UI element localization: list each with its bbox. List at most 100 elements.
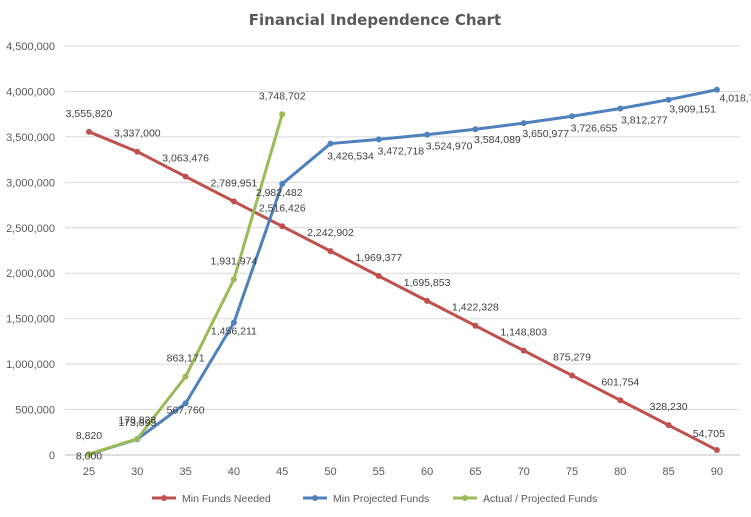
- x-tick-label: 55: [373, 466, 385, 478]
- data-label: 3,426,534: [327, 151, 374, 163]
- data-label: 3,650,977: [522, 128, 569, 140]
- x-tick-label: 75: [566, 466, 578, 478]
- data-label: 863,171: [167, 353, 205, 365]
- x-tick-label: 25: [83, 466, 95, 478]
- legend-label: Actual / Projected Funds: [483, 493, 597, 505]
- data-point: [617, 105, 624, 112]
- x-tick-label: 90: [711, 466, 723, 478]
- data-label: 1,695,853: [404, 277, 451, 289]
- data-point: [182, 373, 189, 380]
- series-lines: [86, 86, 720, 458]
- x-tick-label: 45: [276, 466, 288, 478]
- data-point: [182, 173, 189, 180]
- legend-label: Min Funds Needed: [182, 493, 271, 505]
- x-tick-label: 85: [662, 466, 674, 478]
- data-point: [327, 140, 334, 147]
- y-tick-label: 3,000,000: [6, 177, 55, 189]
- data-label: 2,982,482: [256, 187, 303, 199]
- data-label: 3,584,089: [474, 134, 521, 146]
- data-point: [520, 347, 527, 354]
- legend-item-actual-projected-funds: Actual / Projected Funds: [453, 493, 597, 505]
- data-point: [230, 276, 237, 283]
- data-point: [713, 447, 720, 454]
- legend-item-min-funds-needed: Min Funds Needed: [152, 493, 271, 505]
- data-point: [520, 120, 527, 127]
- data-point: [279, 223, 286, 230]
- data-point: [375, 136, 382, 143]
- legend-swatch-marker: [312, 495, 318, 501]
- x-tick-label: 70: [518, 466, 530, 478]
- data-label: 1,969,377: [355, 252, 402, 264]
- data-point: [134, 148, 141, 155]
- legend-swatch-marker: [462, 495, 468, 501]
- data-label: 3,524,970: [426, 141, 473, 153]
- data-label: 54,705: [693, 428, 725, 440]
- data-label: 3,726,655: [571, 122, 618, 134]
- data-label: 875,279: [553, 351, 591, 363]
- series-actual-projected-funds: [86, 111, 286, 458]
- y-axis-tick-labels: 0 500,000 1,000,000 1,500,000 2,000,000 2,500…: [6, 41, 55, 462]
- data-label: 3,555,820: [66, 108, 113, 120]
- data-point: [665, 96, 672, 103]
- data-point: [424, 131, 431, 138]
- data-point: [86, 128, 92, 135]
- legend-item-min-projected-funds: Min Projected Funds: [303, 493, 429, 505]
- y-tick-label: 3,500,000: [6, 132, 55, 144]
- data-point: [713, 86, 720, 93]
- data-point: [279, 111, 286, 118]
- x-tick-label: 65: [469, 466, 481, 478]
- data-label: 178,823: [118, 415, 156, 427]
- data-label: 8,820: [76, 430, 102, 442]
- y-tick-label: 1,500,000: [6, 314, 55, 326]
- data-label: 601,754: [601, 376, 639, 388]
- data-point: [134, 435, 141, 442]
- data-label: 2,516,426: [259, 202, 306, 214]
- x-tick-label: 60: [421, 466, 433, 478]
- y-tick-label: 2,000,000: [6, 268, 55, 280]
- data-point: [617, 397, 624, 404]
- data-label: 3,063,476: [162, 153, 209, 165]
- y-tick-label: 0: [49, 450, 55, 462]
- series-min-funds-needed: [86, 128, 720, 454]
- y-tick-label: 2,500,000: [6, 223, 55, 235]
- x-tick-label: 40: [228, 466, 240, 478]
- data-point: [182, 400, 189, 407]
- data-point: [230, 319, 237, 326]
- data-point: [86, 451, 92, 458]
- x-tick-label: 30: [131, 466, 143, 478]
- data-point: [375, 273, 382, 280]
- chart-title: Financial Independence Chart: [249, 11, 501, 29]
- data-point: [424, 297, 431, 304]
- data-point: [472, 322, 479, 329]
- data-label: 328,230: [650, 401, 688, 413]
- y-tick-label: 4,500,000: [6, 41, 55, 53]
- data-label: 3,748,702: [259, 90, 306, 102]
- data-label: 173,895: [118, 417, 156, 429]
- series-line: [87, 130, 719, 452]
- series-line: [87, 88, 719, 456]
- data-label: 2,242,902: [307, 227, 354, 239]
- data-point: [569, 113, 575, 120]
- data-label: 1,931,974: [211, 255, 258, 267]
- data-label: 1,422,328: [452, 302, 499, 314]
- data-point: [569, 372, 575, 379]
- data-point: [665, 422, 672, 429]
- data-point: [327, 248, 334, 255]
- data-label: 8,000: [76, 450, 102, 462]
- y-tick-label: 1,000,000: [6, 359, 55, 371]
- data-label: 1,456,211: [211, 326, 257, 338]
- data-label: 4,018,754: [720, 93, 751, 105]
- x-axis-tick-labels: 25 30 35 40 45 50 55 60 65 70 75 80 85 90: [83, 466, 723, 478]
- data-point: [230, 198, 237, 205]
- data-label: 3,909,151: [669, 104, 716, 116]
- data-point: [472, 126, 479, 133]
- gridlines: [65, 45, 740, 456]
- y-tick-label: 4,000,000: [6, 86, 55, 98]
- legend: Min Funds Needed Min Projected Funds Actua…: [152, 493, 597, 505]
- data-label: 2,789,951: [211, 177, 258, 189]
- data-point: [279, 180, 286, 187]
- x-tick-label: 80: [614, 466, 626, 478]
- data-label: 3,337,000: [114, 128, 161, 140]
